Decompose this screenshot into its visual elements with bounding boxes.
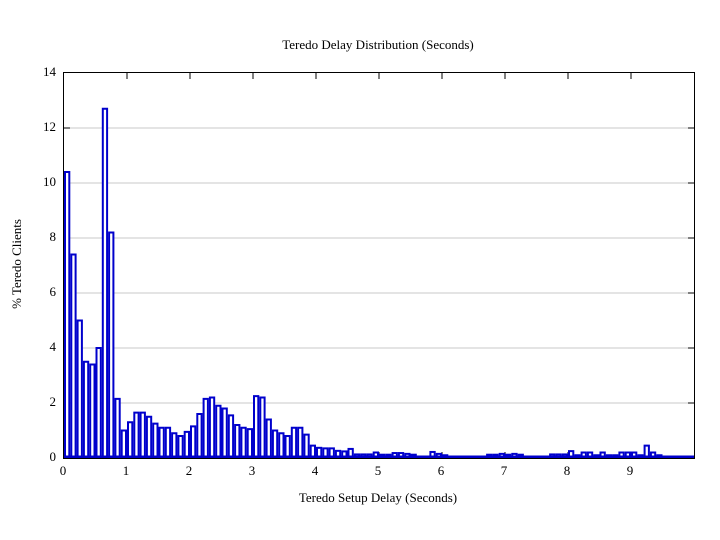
y-tick-label: 10 (43, 174, 56, 189)
histogram-bar (246, 428, 253, 458)
histogram-bar (253, 395, 260, 458)
histogram-bar (322, 447, 329, 458)
x-tick-label: 5 (374, 463, 382, 478)
y-tick-label: 4 (49, 339, 57, 354)
y-tick-label: 6 (49, 284, 57, 299)
histogram-bar (89, 363, 96, 458)
histogram-bar (580, 451, 587, 458)
histogram-bar (586, 451, 594, 458)
histogram-bar (278, 432, 285, 458)
x-tick-label: 1 (122, 463, 130, 478)
histogram-bar (95, 347, 102, 458)
histogram-bar (271, 429, 279, 458)
histogram-bar (290, 426, 298, 458)
histogram-bar (568, 450, 575, 458)
histogram-bar (284, 435, 291, 458)
histogram-bar (164, 426, 172, 458)
histogram-bar (114, 397, 121, 458)
histogram-bar (649, 451, 657, 458)
histogram-bar (372, 451, 380, 458)
histogram-bar (227, 414, 235, 458)
histogram-bar (215, 404, 222, 458)
x-tick-label: 0 (59, 463, 67, 478)
y-axis-label: % Teredo Clients (9, 219, 24, 309)
x-axis-label: Teredo Setup Delay (Seconds) (298, 490, 458, 505)
histogram-bar (599, 451, 606, 458)
histogram-bar (82, 360, 90, 458)
histogram-bar (152, 422, 159, 458)
x-tick-label: 6 (437, 463, 445, 478)
histogram-bar (190, 425, 197, 458)
histogram-bar (265, 418, 272, 458)
histogram-bar (133, 411, 140, 458)
histogram-bar (183, 430, 190, 458)
histogram-bar (120, 429, 128, 458)
x-tick-label: 9 (626, 463, 634, 478)
y-tick-label: 8 (49, 229, 57, 244)
histogram-bar (259, 396, 266, 458)
histogram-bar (208, 396, 216, 458)
x-tick-label: 4 (311, 463, 319, 478)
histogram-bar (158, 426, 165, 458)
y-tick-label: 2 (49, 394, 57, 409)
histogram-bar (234, 424, 241, 458)
histogram-bar (202, 397, 209, 458)
histogram-bar (631, 451, 638, 458)
histogram-bar (177, 435, 184, 458)
histogram-bar (334, 449, 342, 458)
histogram-bar (316, 446, 323, 458)
y-tick-label: 12 (43, 119, 56, 134)
histogram-bar (64, 171, 71, 458)
histogram-bar (145, 415, 153, 458)
histogram-bar (76, 319, 83, 458)
x-tick-label: 3 (248, 463, 256, 478)
histogram-bar (624, 451, 632, 458)
histogram-svg (64, 73, 694, 458)
histogram-bar (429, 450, 436, 458)
histogram-bar (171, 432, 178, 458)
histogram-bar (309, 444, 316, 458)
x-tick-label: 8 (563, 463, 571, 478)
y-tick-label: 14 (43, 64, 56, 79)
histogram-bar (303, 433, 310, 458)
histogram-bar (618, 451, 625, 458)
histogram-bar (240, 426, 247, 458)
histogram-bar (297, 426, 304, 458)
plot-area (63, 72, 695, 459)
histogram-bar (643, 444, 650, 458)
histogram-bar (127, 421, 134, 458)
y-tick-label: 0 (49, 449, 57, 464)
histogram-bar (108, 231, 115, 458)
histogram-bar (328, 447, 335, 458)
histogram-bar (70, 253, 77, 458)
x-tick-label: 2 (185, 463, 193, 478)
histogram-bar (196, 413, 203, 458)
histogram-bar (139, 411, 146, 458)
chart-title: Teredo Delay Distribution (Seconds) (282, 37, 474, 52)
histogram-bar (101, 107, 109, 458)
x-tick-label: 7 (500, 463, 508, 478)
histogram-bar (221, 407, 228, 458)
